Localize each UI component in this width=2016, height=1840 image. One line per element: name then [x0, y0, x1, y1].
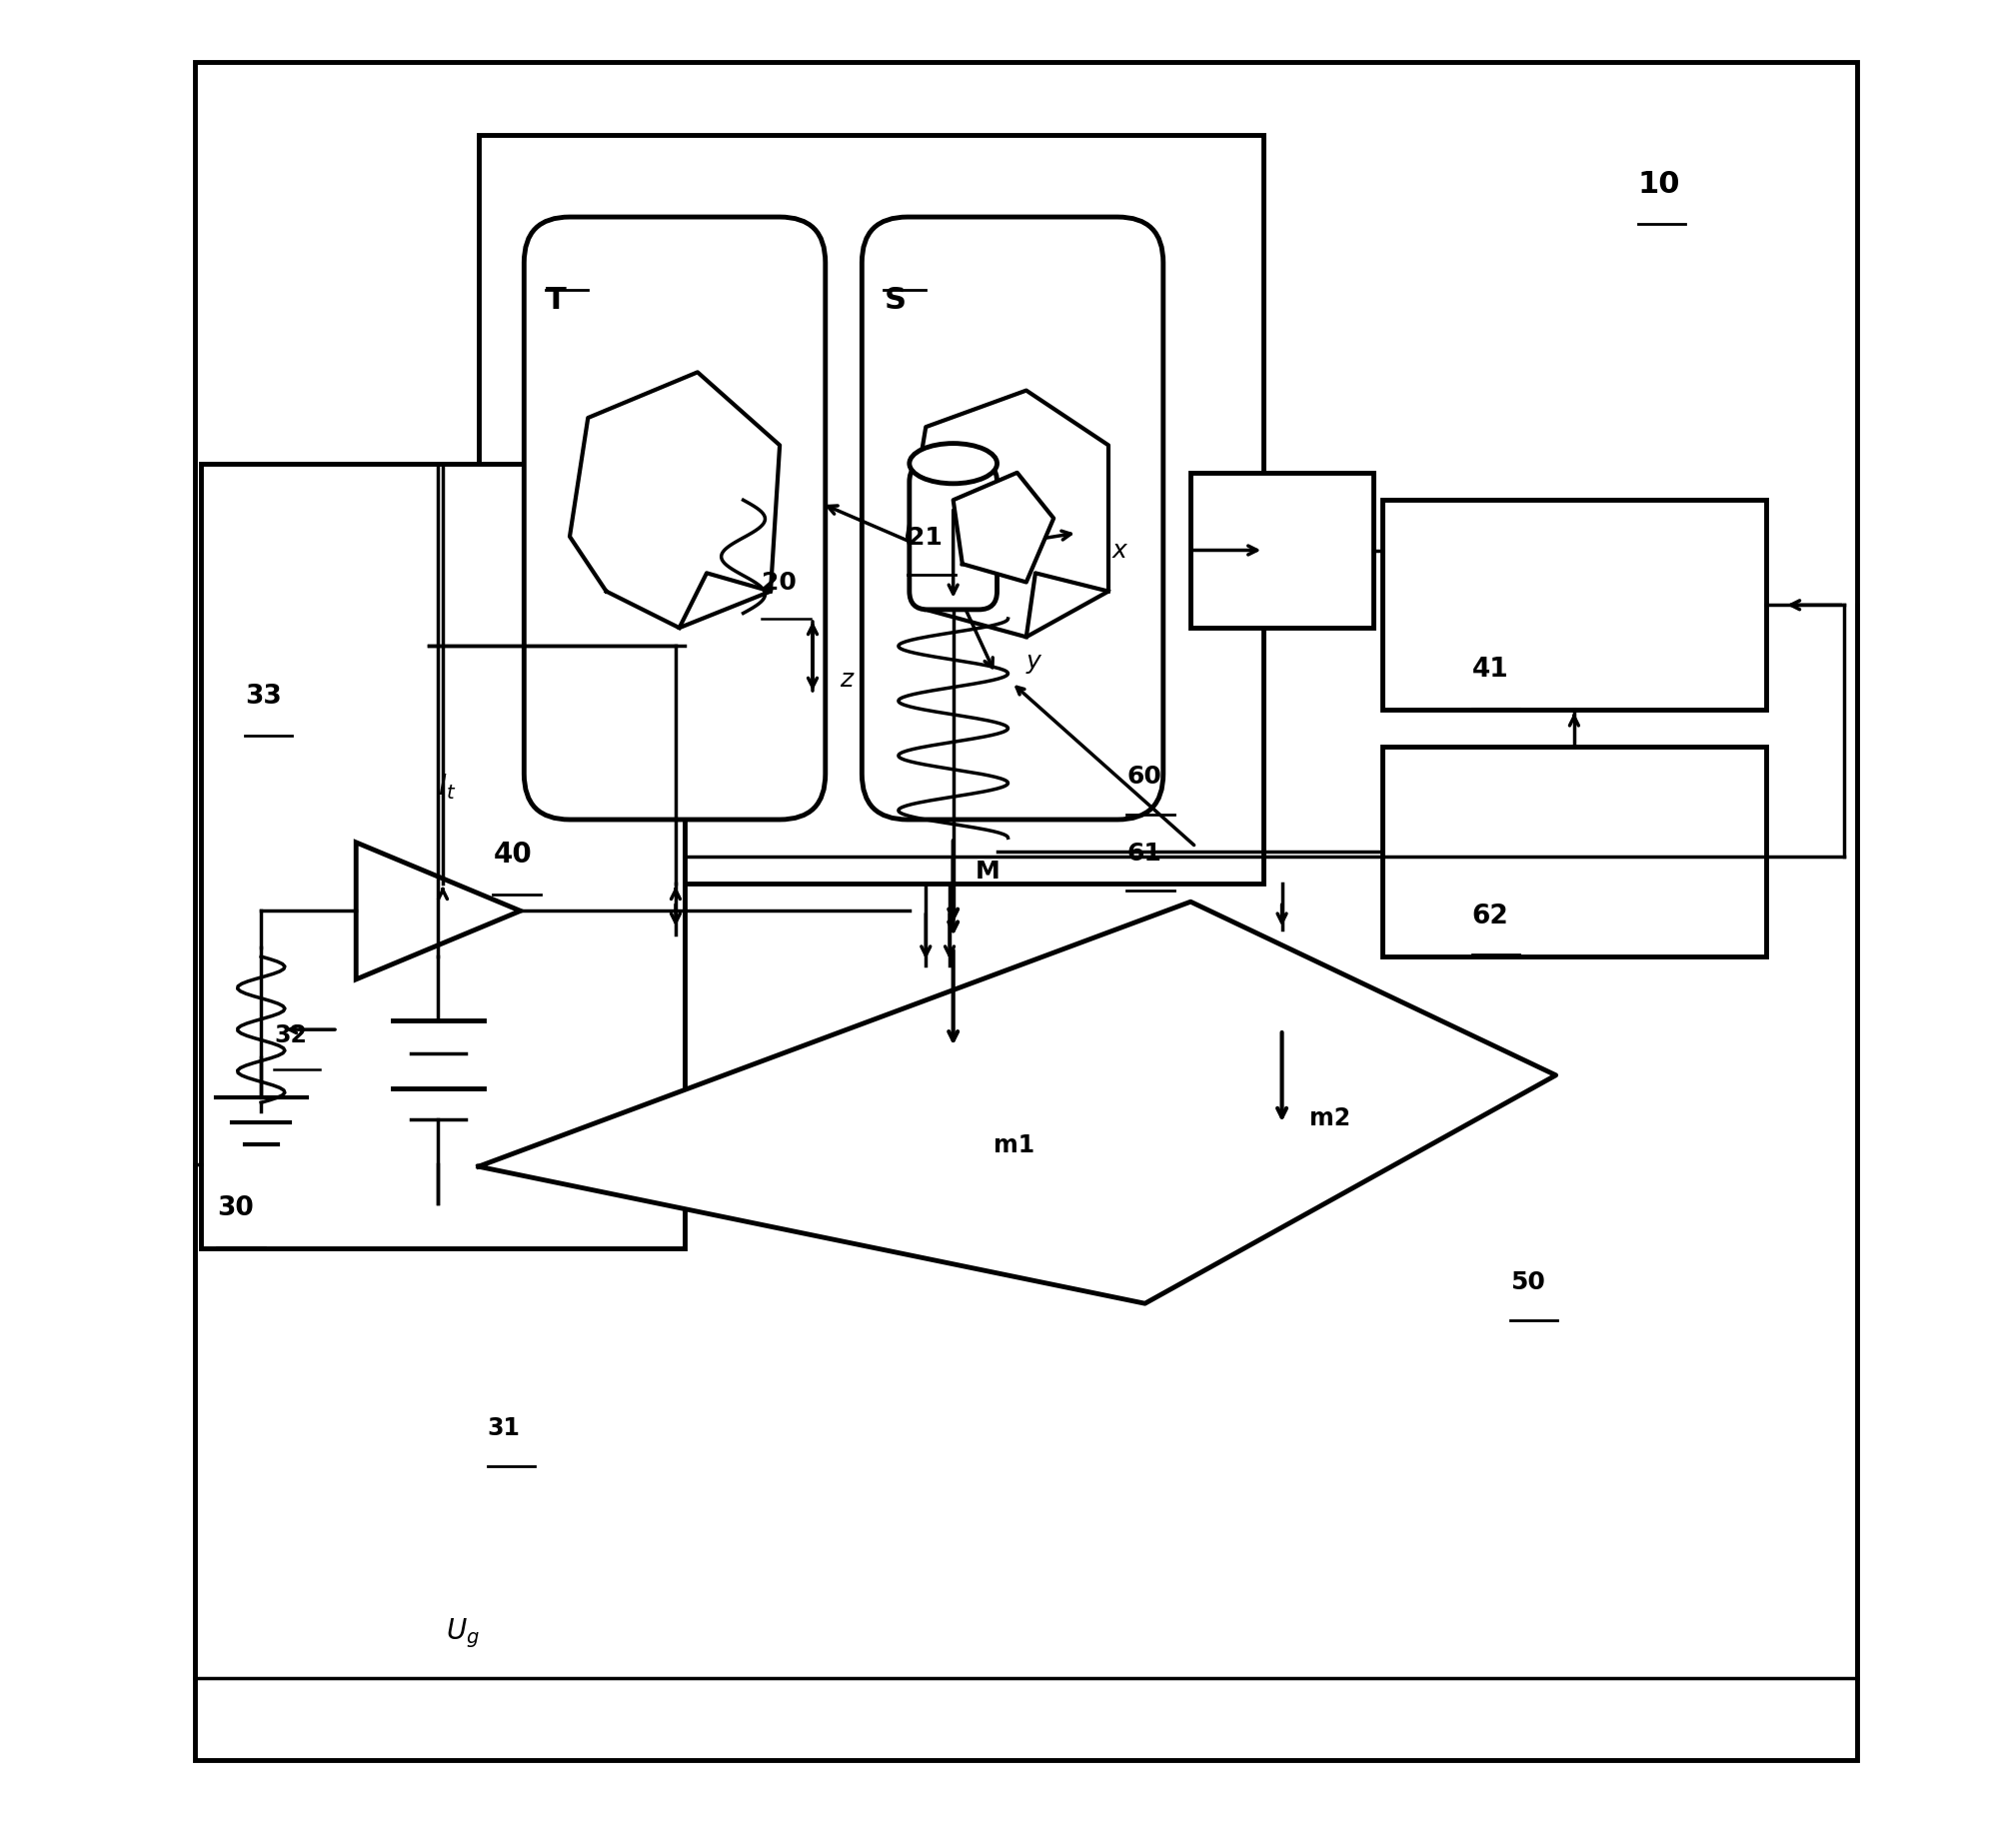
Text: 60: 60 — [1127, 765, 1161, 789]
Text: z: z — [841, 668, 853, 692]
Text: x: x — [1113, 539, 1127, 563]
Text: T: T — [546, 287, 566, 315]
Text: M: M — [976, 859, 1000, 883]
Polygon shape — [954, 473, 1054, 581]
Bar — [1191, 473, 1373, 627]
Text: 20: 20 — [762, 570, 796, 594]
Text: 31: 31 — [488, 1417, 520, 1441]
FancyBboxPatch shape — [909, 464, 998, 609]
Text: 32: 32 — [274, 1023, 306, 1047]
Text: 41: 41 — [1472, 657, 1508, 683]
Text: 33: 33 — [244, 684, 282, 710]
Text: 21: 21 — [907, 524, 941, 550]
Text: $I_t$: $I_t$ — [437, 771, 458, 800]
Text: 10: 10 — [1639, 169, 1681, 199]
Text: 62: 62 — [1472, 903, 1508, 929]
Polygon shape — [478, 902, 1556, 1303]
Text: y: y — [1026, 650, 1040, 673]
Bar — [1383, 500, 1766, 710]
Text: m2: m2 — [1308, 1106, 1351, 1130]
Bar — [1383, 747, 1766, 957]
Text: 30: 30 — [218, 1196, 254, 1222]
Text: $U_g$: $U_g$ — [446, 1617, 480, 1650]
Text: m1: m1 — [994, 1133, 1034, 1157]
Bar — [202, 464, 685, 1249]
FancyBboxPatch shape — [863, 217, 1163, 819]
Ellipse shape — [909, 443, 998, 484]
Text: S: S — [883, 287, 905, 315]
FancyBboxPatch shape — [524, 217, 825, 819]
Bar — [478, 134, 1264, 883]
Text: 40: 40 — [494, 841, 532, 868]
Text: 50: 50 — [1510, 1270, 1544, 1294]
Bar — [202, 556, 429, 738]
Text: 61: 61 — [1127, 841, 1161, 865]
